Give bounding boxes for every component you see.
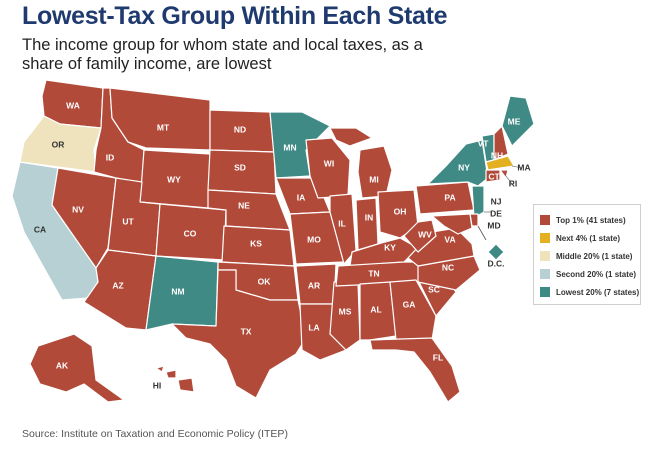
state-label-nc: NC — [442, 262, 454, 272]
legend-label: Middle 20% (1 state) — [556, 251, 633, 261]
state-label-wv: WV — [418, 229, 432, 239]
state-label-tx: TX — [241, 326, 252, 336]
legend-item-second20: Second 20% (1 state) — [540, 265, 637, 283]
state-hi-2[interactable] — [165, 369, 177, 379]
state-label-mi: MI — [369, 174, 378, 184]
state-label-pa: PA — [444, 192, 455, 202]
state-label-nm: NM — [171, 286, 184, 296]
state-label-oh: OH — [394, 206, 407, 216]
state-md[interactable] — [431, 213, 473, 235]
state-labels: WA OR CA NV ID MT WY UT AZ CO NM ND SD NE KS OK TX MN IA MO… — [34, 100, 531, 390]
state-ak[interactable] — [29, 333, 125, 403]
state-mi-upper[interactable] — [329, 127, 373, 147]
state-label-me: ME — [508, 116, 521, 126]
legend-item-lowest20: Lowest 20% (7 states) — [540, 283, 639, 301]
state-hi[interactable] — [155, 365, 165, 373]
state-label-tn: TN — [368, 268, 379, 278]
state-label-fl: FL — [433, 352, 443, 362]
source-note: Source: Institute on Taxation and Econom… — [22, 428, 288, 440]
state-label-dc: D.C. — [488, 258, 505, 268]
state-label-ks: KS — [250, 238, 262, 248]
state-tx[interactable] — [171, 269, 307, 399]
state-ma[interactable] — [485, 155, 515, 171]
state-fl[interactable] — [369, 337, 461, 403]
state-label-mn: MN — [283, 142, 296, 152]
state-label-wy: WY — [167, 174, 181, 184]
state-ga[interactable] — [389, 279, 437, 341]
ma-leader-line — [511, 165, 523, 169]
state-nh[interactable] — [493, 125, 509, 161]
state-label-ut: UT — [122, 216, 134, 226]
state-label-or: OR — [52, 139, 65, 149]
legend-item-top1: Top 1% (41 states) — [540, 211, 634, 229]
state-label-sc: SC — [428, 284, 440, 294]
state-label-md: MD — [487, 220, 500, 230]
state-label-ok: OK — [258, 276, 272, 286]
state-label-wi: WI — [324, 158, 334, 168]
state-label-nv: NV — [72, 204, 84, 214]
state-label-nh: NH — [491, 150, 503, 160]
state-label-al: AL — [370, 304, 381, 314]
legend-item-middle20: Middle 20% (1 state) — [540, 247, 634, 265]
state-label-ma: MA — [517, 162, 530, 172]
legend-swatch — [540, 215, 550, 225]
state-label-sd: SD — [234, 162, 246, 172]
state-label-ri: RI — [509, 178, 518, 188]
state-label-va: VA — [444, 234, 455, 244]
legend-label: Second 20% (1 state) — [556, 269, 637, 279]
state-label-co: CO — [184, 228, 197, 238]
state-label-de: DE — [490, 208, 502, 218]
state-label-mt: MT — [157, 122, 170, 132]
map-title: Lowest-Tax Group Within Each State — [22, 2, 448, 30]
legend-item-next4: Next 4% (1 state) — [540, 229, 634, 247]
state-label-az: AZ — [112, 280, 123, 290]
state-il[interactable] — [329, 193, 357, 265]
legend: Top 1% (41 states) Next 4% (1 state) Middl… — [533, 204, 641, 305]
ri-leader-line — [505, 175, 513, 185]
state-label-ia: IA — [297, 192, 306, 202]
state-me[interactable] — [501, 95, 535, 147]
state-dc[interactable] — [487, 243, 505, 261]
state-label-il: IL — [338, 218, 346, 228]
state-hi-3[interactable] — [177, 377, 195, 393]
legend-swatch — [540, 269, 550, 279]
state-al[interactable] — [359, 281, 397, 341]
map-subtitle: The income group for whom state and loca… — [22, 36, 423, 73]
legend-label: Top 1% (41 states) — [556, 215, 626, 225]
state-label-in: IN — [365, 212, 374, 222]
state-label-hi: HI — [153, 380, 162, 390]
legend-label: Lowest 20% (7 states) — [556, 287, 640, 297]
legend-label: Next 4% (1 state) — [556, 233, 621, 243]
state-nj[interactable] — [471, 185, 485, 219]
state-ct[interactable] — [485, 169, 501, 183]
legend-swatch — [540, 233, 550, 243]
dc-leader-line — [477, 225, 487, 241]
state-label-ar: AR — [308, 280, 320, 290]
state-label-ct: CT — [488, 171, 500, 181]
state-label-ne: NE — [238, 200, 250, 210]
state-wv[interactable] — [403, 219, 437, 253]
state-label-ms: MS — [339, 306, 352, 316]
state-label-nj: NJ — [491, 196, 502, 206]
state-in[interactable] — [355, 197, 379, 251]
legend-swatch — [540, 287, 550, 297]
state-label-ky: KY — [384, 242, 396, 252]
state-label-ak: AK — [56, 360, 69, 370]
state-mt[interactable] — [109, 87, 211, 151]
state-label-nd: ND — [234, 124, 246, 134]
state-mi[interactable] — [357, 145, 393, 199]
state-label-vt: VT — [478, 138, 490, 148]
state-label-id: ID — [106, 152, 115, 162]
state-label-ny: NY — [458, 162, 470, 172]
legend-swatch — [540, 251, 550, 261]
state-label-ca: CA — [34, 224, 46, 234]
state-label-la: LA — [308, 322, 319, 332]
state-label-ga: GA — [403, 299, 416, 309]
state-label-mo: MO — [307, 234, 321, 244]
state-label-wa: WA — [66, 100, 80, 110]
